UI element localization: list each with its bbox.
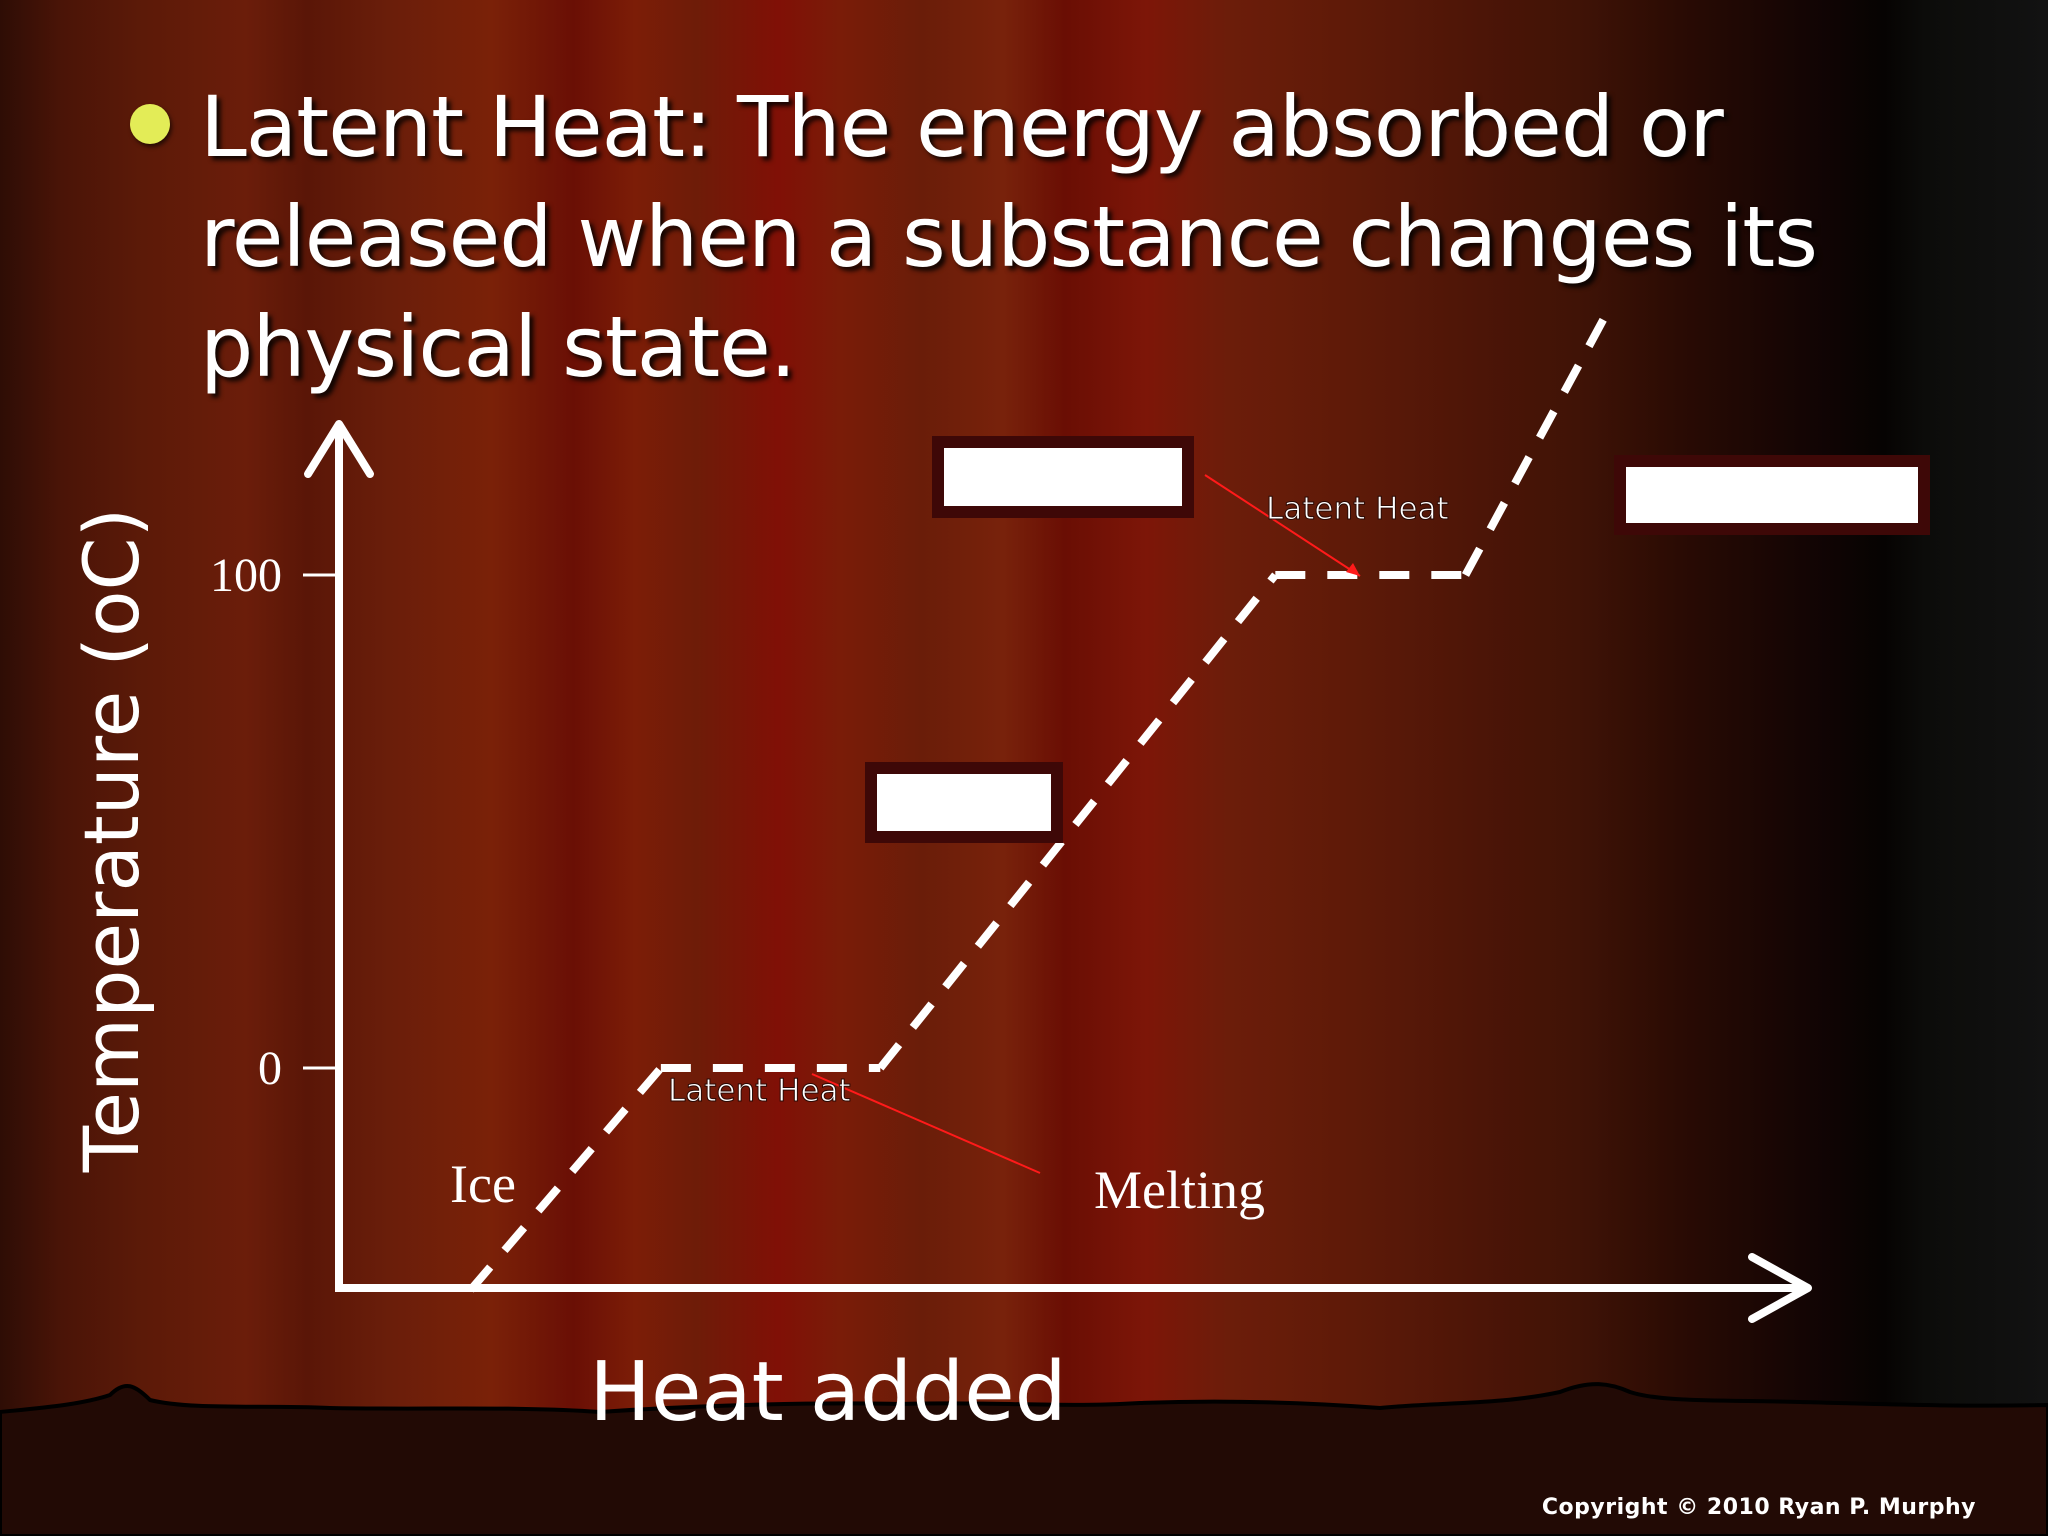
- pointer-line-melting: [811, 1073, 1041, 1174]
- answer-box-steam[interactable]: [1614, 455, 1930, 535]
- bottom-horizon: [0, 1382, 2048, 1536]
- series-segment: [877, 572, 1279, 1071]
- x-axis-arrowhead: [1748, 1253, 1812, 1323]
- series-segment: [1461, 301, 1616, 577]
- label-latent-heat-boiling: Latent Heat: [1266, 491, 1449, 527]
- answer-box-water[interactable]: [865, 762, 1063, 843]
- y-tick-group: 0 100: [210, 549, 339, 1095]
- slide-heading: Latent Heat: The energy absorbed or rele…: [200, 78, 1818, 396]
- label-latent-heat-melting: Latent Heat: [668, 1073, 851, 1109]
- x-axis-title: Heat added: [589, 1345, 1066, 1440]
- y-tick-label: 0: [258, 1042, 282, 1095]
- series-layer: [467, 301, 1616, 1293]
- label-ice: Ice: [450, 1154, 516, 1214]
- y-tick-label: 100: [210, 549, 282, 602]
- pointer-line-boiling: [1204, 474, 1361, 577]
- chart-axes: [304, 420, 1812, 1323]
- label-melting: Melting: [1094, 1160, 1265, 1220]
- copyright-notice: Copyright © 2010 Ryan P. Murphy: [1541, 1495, 1976, 1520]
- pointer-arrowhead: [1346, 563, 1360, 576]
- y-axis-arrowhead: [304, 420, 374, 478]
- y-axis-title: Temperature (oC): [67, 508, 156, 1173]
- answer-box-boiling[interactable]: [932, 436, 1194, 518]
- bullet-dot: [130, 104, 170, 144]
